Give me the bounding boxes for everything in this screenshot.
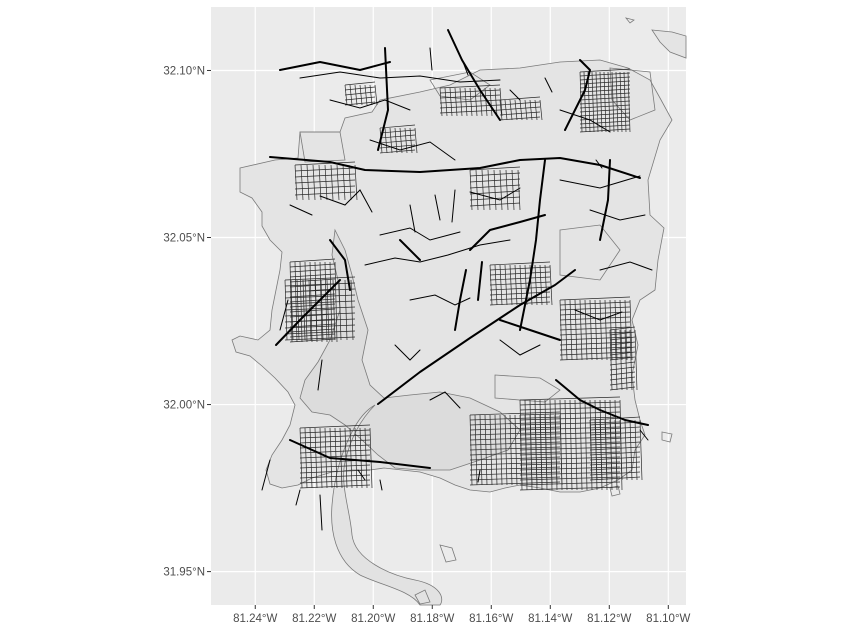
neighborhood-grids xyxy=(284,68,643,491)
arterial-west xyxy=(279,61,391,71)
x-tick-label: 81.10°W xyxy=(646,613,690,625)
street-grid-block xyxy=(499,96,543,121)
y-tick-label: 32.10°N xyxy=(163,65,205,77)
arterial-4 xyxy=(469,214,546,251)
axes: 81.24°W 81.22°W 81.20°W 81.18°W 81.16°W 81.14… xyxy=(163,65,690,625)
arterial-nw xyxy=(377,47,389,151)
highway-diagonal xyxy=(377,269,576,405)
arterial-north-south xyxy=(519,159,546,331)
street-grid-block xyxy=(379,124,418,154)
arterial-2 xyxy=(447,29,501,121)
highway-east-west xyxy=(269,156,641,179)
y-tick-label: 32.00°N xyxy=(163,400,205,412)
arterial-13 xyxy=(399,239,421,261)
arterial-6 xyxy=(289,439,431,469)
islet-river-1 xyxy=(439,544,457,563)
arterial-12 xyxy=(329,239,351,291)
street-grid-block xyxy=(439,84,503,117)
arterial-11 xyxy=(499,319,561,341)
x-tick-label: 81.22°W xyxy=(292,613,336,625)
block-outline-1 xyxy=(299,131,346,163)
x-tick-label: 81.18°W xyxy=(410,613,454,625)
y-tick-label: 32.05°N xyxy=(163,233,205,245)
arterial-5 xyxy=(275,279,341,346)
x-tick-label: 81.12°W xyxy=(587,613,631,625)
x-tick-label: 81.14°W xyxy=(528,613,572,625)
street-grid-block xyxy=(609,326,638,391)
street-grid-block xyxy=(519,396,623,491)
block-outline-4 xyxy=(609,67,656,121)
street-grid-block xyxy=(284,276,356,341)
street-grid-block xyxy=(589,416,643,481)
x-tick-label: 81.20°W xyxy=(351,613,395,625)
island-ne xyxy=(651,29,687,59)
block-outline-2 xyxy=(559,224,621,281)
arterial-3 xyxy=(564,59,591,131)
island-small-1 xyxy=(624,17,635,24)
arterial-10 xyxy=(477,261,483,301)
marsh-area xyxy=(299,228,521,471)
arterial-9 xyxy=(454,269,467,331)
island-se-2 xyxy=(661,431,673,443)
street-grid-block xyxy=(579,68,631,133)
river-channel xyxy=(331,404,443,606)
x-tick-label: 81.24°W xyxy=(233,613,277,625)
arterial-7 xyxy=(599,159,611,241)
arterial-8 xyxy=(555,379,649,426)
street-grid-block xyxy=(469,166,521,211)
street-grid-block xyxy=(299,424,373,489)
y-tick-label: 31.95°N xyxy=(163,567,205,579)
street-grid-block xyxy=(344,81,378,106)
street-grid-block xyxy=(294,161,358,201)
x-tick-label: 81.16°W xyxy=(469,613,513,625)
street-grid-block xyxy=(489,261,553,306)
block-outline-3 xyxy=(494,374,561,403)
islet-river-2 xyxy=(414,589,431,605)
major-roads xyxy=(269,29,649,469)
island-se-1 xyxy=(609,485,621,497)
